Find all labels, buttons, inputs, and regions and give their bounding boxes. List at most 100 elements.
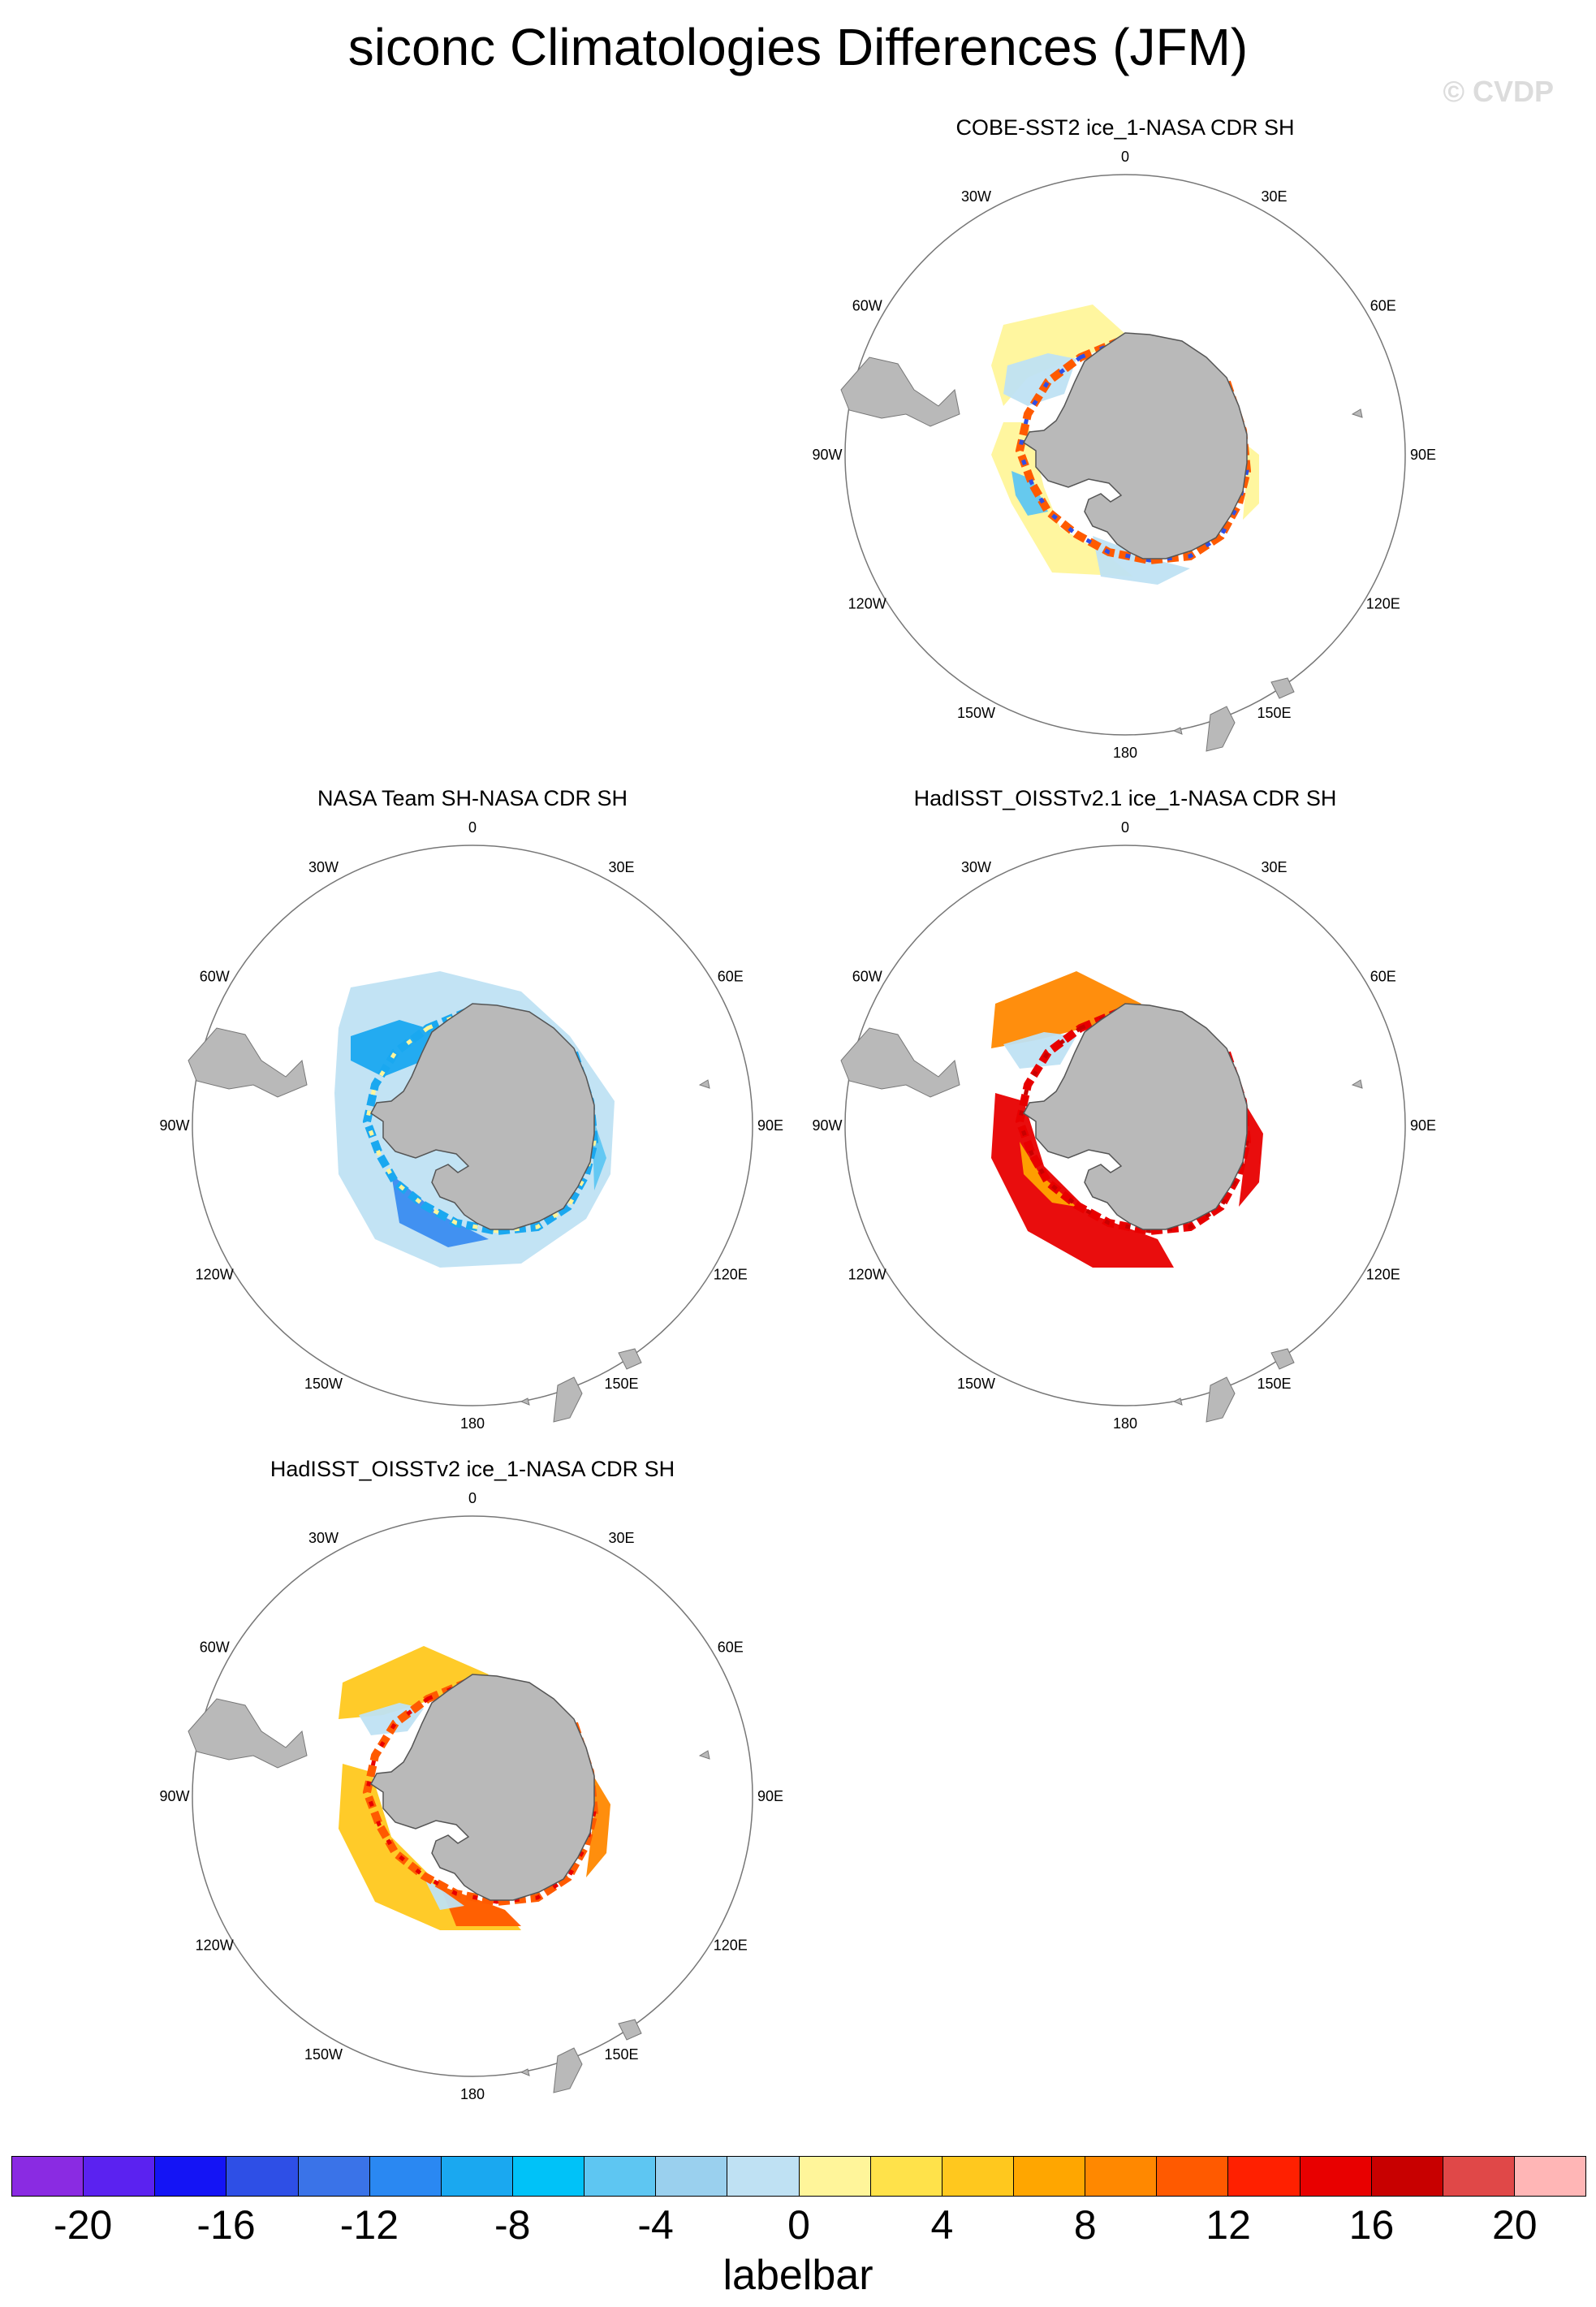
land-shape [1206, 706, 1236, 752]
longitude-label: 150E [604, 1376, 638, 1392]
land-shape [1172, 727, 1183, 735]
land-shape [618, 2019, 642, 2041]
colorbar-tick-label: 4 [930, 2202, 954, 2248]
land-shape [618, 1348, 642, 1370]
antarctica [1023, 332, 1248, 559]
panel-title: HadISST_OISSTv2 ice_1-NASA CDR SH [270, 1457, 675, 1481]
colorbar-tick-label: 20 [1492, 2202, 1538, 2248]
polar-map: 0 30E 60E 90E 120E 150E 180 150W 120W 90W 60W 30W [812, 819, 1436, 1432]
colorbar-cell [1300, 2157, 1372, 2196]
longitude-label: 0 [468, 1490, 477, 1506]
watermark: © CVDP [1443, 75, 1554, 108]
land-shape [520, 1398, 530, 1406]
longitude-label: 120W [196, 1267, 234, 1283]
land-shape [553, 1376, 583, 1423]
colorbar-cell [12, 2157, 84, 2196]
colorbar-tick-label: -20 [54, 2202, 113, 2248]
longitude-label: 150E [604, 2046, 638, 2063]
longitude-label: 0 [468, 819, 477, 836]
panel-title: HadISST_OISSTv2.1 ice_1-NASA CDR SH [913, 786, 1337, 810]
colorbar-ticks: -20 -16 -12 -8 -4 0 4 8 12 16 20 [11, 2201, 1586, 2257]
coastal-anomaly-rim [1017, 1005, 1249, 1233]
longitude-label: 90E [757, 1788, 783, 1804]
land-shape [1351, 1079, 1363, 1089]
longitude-label: 60W [200, 1640, 230, 1656]
land-shape [840, 1027, 960, 1098]
colorbar-tick-label: -4 [637, 2202, 674, 2248]
land-shape [1351, 408, 1363, 418]
colorbar-cell [155, 2157, 227, 2196]
anomaly-region [339, 1646, 489, 1719]
colorbar-title: labelbar [723, 2252, 873, 2299]
longitude-label: 60E [1370, 969, 1396, 985]
land-shape [188, 1027, 308, 1098]
longitude-label: 90W [159, 1117, 189, 1134]
longitude-label: 0 [1121, 149, 1129, 165]
colorbar-cell [799, 2157, 871, 2196]
longitude-label: 0 [1121, 819, 1129, 836]
anomaly-region [991, 305, 1133, 406]
longitude-label: 90E [1410, 1117, 1436, 1134]
colorbar-cell [1371, 2157, 1443, 2196]
panel-nasateam: NASA Team SH-NASA CDR SH 0 30E 60E 90E 120E 1… [140, 784, 805, 1450]
colorbar-cell [1085, 2157, 1158, 2196]
colorbar-tick-label: -8 [494, 2202, 531, 2248]
longitude-label: 120E [714, 1267, 748, 1283]
longitude-label: 120W [848, 596, 886, 612]
antarctica [370, 1003, 595, 1230]
colorbar-tick-label: -12 [339, 2202, 399, 2248]
longitude-label: 30W [961, 188, 991, 205]
land-shape [698, 1750, 710, 1760]
colorbar-cell [1013, 2157, 1086, 2196]
longitude-label: 30E [1261, 859, 1287, 875]
anomaly-region [1003, 353, 1076, 406]
colorbar-cell [512, 2157, 585, 2196]
land-shape [698, 1079, 710, 1089]
colorbar-tick-label: 8 [1073, 2202, 1097, 2248]
coastal-anomaly-rim [1017, 335, 1249, 563]
colorbar-cell [84, 2157, 156, 2196]
land-shape [1270, 1348, 1295, 1370]
colorbar-cell [298, 2157, 370, 2196]
land-shape [840, 356, 960, 427]
longitude-label: 120W [848, 1267, 886, 1283]
longitude-label: 30W [308, 859, 339, 875]
longitude-label: 120W [196, 1938, 234, 1954]
coastal-anomaly-rim [364, 1005, 597, 1233]
anomaly-region [991, 971, 1141, 1048]
longitude-label: 90W [812, 447, 842, 463]
longitude-label: 30W [308, 1530, 339, 1546]
antarctica [1023, 1003, 1248, 1230]
anomaly-region [1020, 1142, 1076, 1207]
colorbar-cell [441, 2157, 513, 2196]
anomaly-region [339, 1764, 521, 1930]
colorbar-cell [1228, 2157, 1301, 2196]
polar-map: 0 30E 60E 90E 120E 150E 180 150W 120W 90W 60W 30W [812, 149, 1436, 761]
longitude-label: 120E [1366, 1267, 1400, 1283]
longitude-label: 150W [304, 2046, 343, 2063]
colorbar-cell [369, 2157, 442, 2196]
colorbar-cell [1443, 2157, 1515, 2196]
panel-title: COBE-SST2 ice_1-NASA CDR SH [955, 115, 1295, 140]
longitude-label: 60E [718, 1640, 744, 1656]
longitude-label: 30E [608, 1530, 634, 1546]
longitude-label: 150W [304, 1376, 343, 1392]
polar-map: 0 30E 60E 90E 120E 150E 180 150W 120W 90W 60W 30W [159, 1490, 783, 2102]
panel-hadoi2: HadISST_OISSTv2 ice_1-NASA CDR SH 0 30E 60… [140, 1455, 805, 2121]
land-shape [188, 1698, 308, 1769]
longitude-label: 30W [961, 859, 991, 875]
longitude-label: 90W [159, 1788, 189, 1804]
longitude-label: 180 [460, 1415, 485, 1432]
colorbar-tick-label: 16 [1348, 2202, 1395, 2248]
colorbar-tick-label: -16 [196, 2202, 256, 2248]
anomaly-region [391, 1174, 489, 1247]
longitude-label: 180 [1113, 745, 1137, 761]
longitude-label: 60E [1370, 298, 1396, 314]
longitude-label: 150W [957, 705, 995, 721]
longitude-label: 90E [757, 1117, 783, 1134]
land-shape [520, 2068, 530, 2076]
anomaly-region [424, 1877, 464, 1910]
panel-title: NASA Team SH-NASA CDR SH [317, 786, 628, 810]
colorbar-cell [1157, 2157, 1229, 2196]
colorbar-tick-label: 0 [787, 2202, 810, 2248]
